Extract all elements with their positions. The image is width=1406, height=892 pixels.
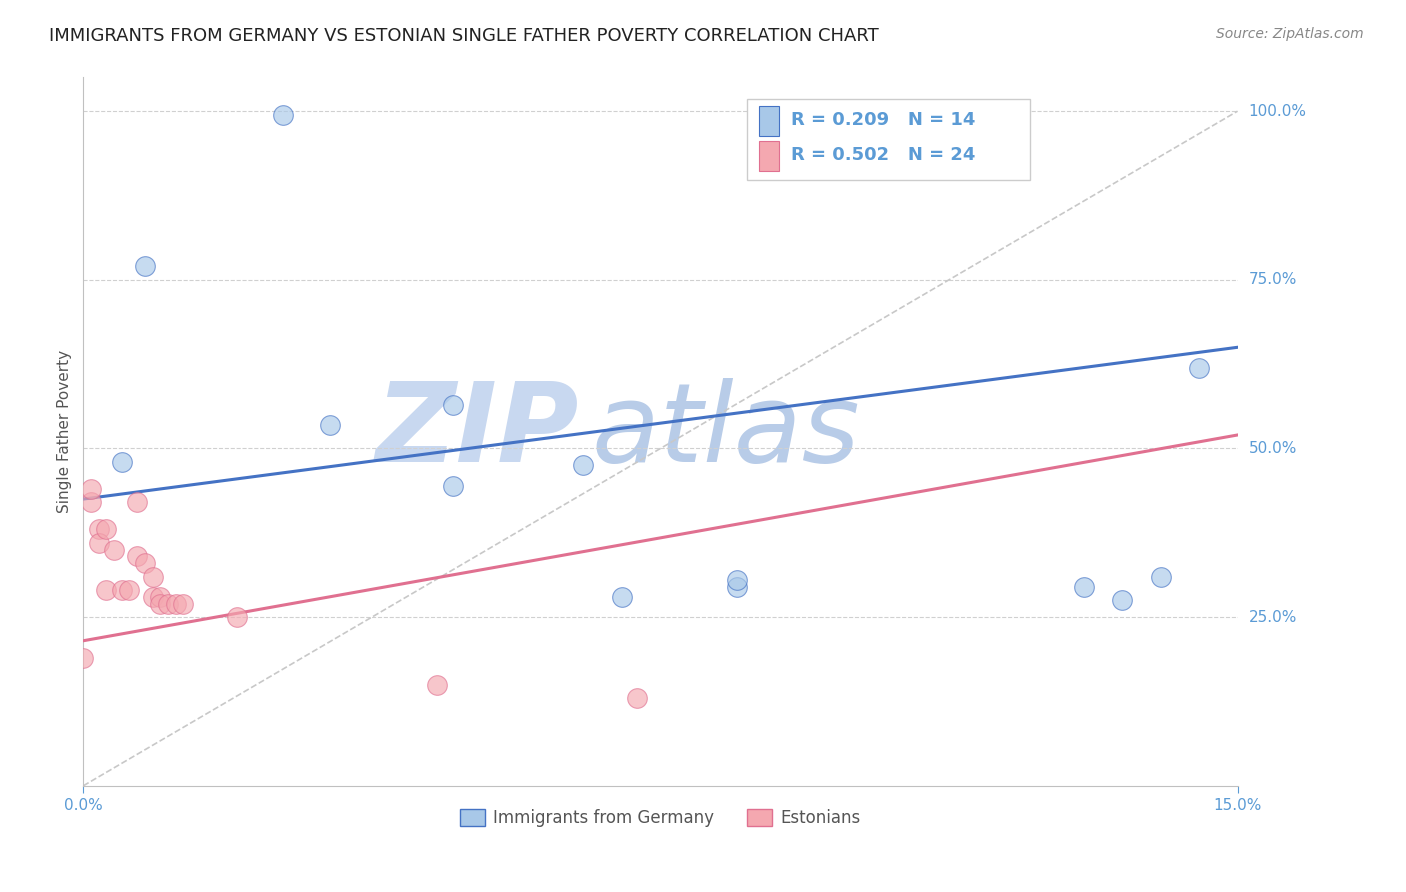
Point — [118, 583, 141, 598]
Point — [80, 482, 103, 496]
Text: 50.0%: 50.0% — [1249, 441, 1296, 456]
Text: 25.0%: 25.0% — [1249, 609, 1296, 624]
Point — [134, 260, 156, 274]
Text: R = 0.209   N = 14: R = 0.209 N = 14 — [790, 111, 976, 129]
Y-axis label: Single Father Poverty: Single Father Poverty — [58, 350, 72, 513]
Point — [127, 549, 149, 564]
Point — [725, 573, 748, 587]
Point — [426, 677, 449, 691]
Bar — [758, 141, 779, 171]
Point — [96, 583, 118, 598]
Point — [572, 458, 595, 473]
Point — [111, 583, 134, 598]
Point — [156, 597, 179, 611]
Point — [441, 478, 464, 492]
Text: Source: ZipAtlas.com: Source: ZipAtlas.com — [1216, 27, 1364, 41]
Point — [134, 556, 156, 570]
Legend: Immigrants from Germany, Estonians: Immigrants from Germany, Estonians — [453, 803, 868, 834]
Text: 75.0%: 75.0% — [1249, 272, 1296, 287]
Text: 100.0%: 100.0% — [1249, 103, 1306, 119]
Point — [80, 495, 103, 509]
Point — [96, 523, 118, 537]
Point — [441, 398, 464, 412]
Point — [87, 523, 110, 537]
Text: atlas: atlas — [591, 378, 860, 485]
Text: ZIP: ZIP — [377, 378, 579, 485]
Point — [626, 691, 648, 706]
Point — [172, 597, 194, 611]
Point — [1111, 593, 1133, 607]
FancyBboxPatch shape — [747, 99, 1029, 180]
Point — [725, 580, 748, 594]
Point — [141, 590, 163, 604]
Point — [165, 597, 187, 611]
Bar — [758, 106, 779, 136]
Point — [273, 107, 295, 121]
Point — [318, 417, 340, 432]
Point — [834, 111, 856, 125]
Point — [1188, 360, 1211, 375]
Text: R = 0.502   N = 24: R = 0.502 N = 24 — [790, 146, 976, 164]
Point — [149, 590, 172, 604]
Point — [103, 542, 125, 557]
Text: IMMIGRANTS FROM GERMANY VS ESTONIAN SINGLE FATHER POVERTY CORRELATION CHART: IMMIGRANTS FROM GERMANY VS ESTONIAN SING… — [49, 27, 879, 45]
Point — [111, 455, 134, 469]
Point — [141, 569, 163, 583]
Point — [149, 597, 172, 611]
Point — [226, 610, 249, 624]
Point — [72, 650, 94, 665]
Point — [87, 536, 110, 550]
Point — [1149, 569, 1171, 583]
Point — [1073, 580, 1095, 594]
Point — [610, 590, 633, 604]
Point — [127, 495, 149, 509]
